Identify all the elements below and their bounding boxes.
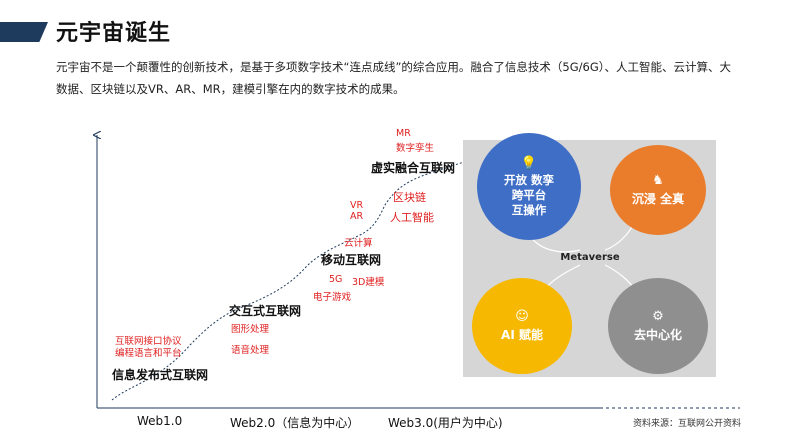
tech-digital-twin: 数字孪生 [396, 143, 435, 154]
growth-curve [111, 156, 491, 401]
tech-speech: 语音处理 [231, 345, 270, 356]
quadrant-open-line2: 跨平台 [511, 187, 547, 202]
tech-3d-modeling: 3D建模 [352, 277, 385, 288]
lightbulb-icon: 💡 [520, 155, 538, 171]
metaverse-center-label: Metaverse [560, 252, 620, 263]
stage-info-release: 信息发布式互联网 [112, 368, 209, 382]
x-label-web3: Web3.0(用户为中心) [388, 416, 503, 430]
tech-ai: 人工智能 [390, 211, 434, 224]
x-label-web1: Web1.0 [137, 414, 183, 428]
quadrant-decentral: ⚙ 去中心化 [608, 278, 708, 374]
tech-vr: VR [350, 200, 364, 211]
title-accent-bar [0, 22, 48, 42]
tech-graphics: 图形处理 [231, 324, 270, 335]
tech-blockchain: 区块链 [393, 191, 426, 204]
quadrant-decentral-label: 去中心化 [633, 328, 682, 342]
intro-line-1: 元宇宙不是一个颠覆性的创新技术，是基于多项数字技术“连点成线”的综合应用。融合了… [56, 60, 731, 74]
gears-icon: ⚙ [652, 309, 664, 324]
quadrant-ai: ☺ AI 赋能 [472, 278, 572, 374]
tech-esports: 电子游戏 [313, 292, 352, 303]
quadrant-open-line1: 开放 数孪 [503, 172, 554, 187]
stage-interactive: 交互式互联网 [229, 304, 302, 318]
intro-line-2: 数据、区块链以及VR、AR、MR，建模引擎在内的数字技术的成果。 [56, 82, 405, 96]
head-gear-icon: ☺ [515, 309, 529, 324]
tech-mr: MR [396, 128, 411, 139]
quadrant-immersive-label: 沉浸 全真 [631, 192, 685, 206]
intro-paragraph: 元宇宙不是一个颠覆性的创新技术，是基于多项数字技术“连点成线”的综合应用。融合了… [56, 56, 756, 100]
tech-interface-protocol: 互联网接口协议 [115, 336, 182, 347]
source-note: 资料来源：互联网公开资料 [633, 419, 742, 429]
quadrant-open-line3: 互操作 [511, 202, 547, 217]
quadrant-ai-label: AI 赋能 [501, 328, 543, 342]
x-label-web2: Web2.0（信息为中心） [230, 416, 360, 430]
chess-knight-icon: ♞ [652, 173, 664, 188]
tech-ar: AR [350, 211, 364, 222]
quadrant-immersive: ♞ 沉浸 全真 [610, 145, 706, 235]
tech-cloud: 云计算 [344, 238, 373, 249]
tech-5g: 5G [329, 274, 343, 285]
quadrant-open: 💡 开放 数孪 跨平台 互操作 [477, 133, 581, 240]
tech-programming-language: 编程语言和平台 [115, 348, 182, 359]
stage-mobile: 移动互联网 [321, 253, 382, 267]
page-title: 元宇宙诞生 [56, 21, 172, 46]
stage-virtual-real: 虚实融合互联网 [371, 161, 456, 175]
